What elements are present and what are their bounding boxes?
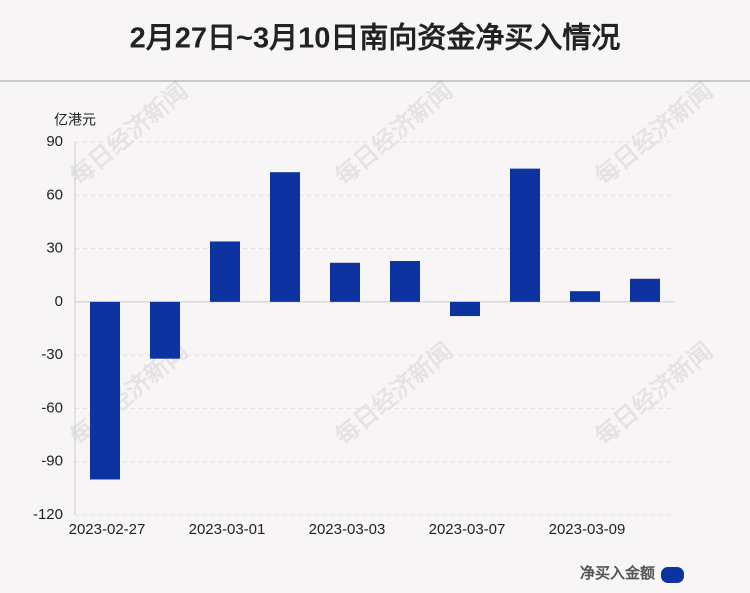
y-tick-label: -30 <box>41 346 63 363</box>
x-tick-label: 2023-03-01 <box>189 521 266 538</box>
x-tick-label: 2023-03-09 <box>549 521 626 538</box>
bar <box>150 301 180 359</box>
bar <box>210 241 240 302</box>
y-tick-label: 30 <box>46 240 63 257</box>
y-tick-label: -60 <box>41 399 63 416</box>
y-tick-label: -120 <box>33 506 63 523</box>
legend-label: 净买入金额 <box>580 564 655 582</box>
y-unit: 亿港元 <box>54 112 96 128</box>
y-tick-label: 60 <box>46 186 63 203</box>
bar <box>450 301 480 317</box>
bar <box>90 301 120 480</box>
bar <box>270 172 300 302</box>
y-tick-label: 90 <box>46 133 63 150</box>
bar <box>630 278 660 302</box>
bar <box>330 262 360 302</box>
y-tick-label: 0 <box>55 293 63 310</box>
x-tick-label: 2023-02-27 <box>69 521 146 538</box>
bar <box>570 291 600 302</box>
chart-title: 2月27日~3月10日南向资金净买入情况 <box>130 21 621 55</box>
bar <box>510 168 540 302</box>
x-tick-label: 2023-03-03 <box>309 521 386 538</box>
x-tick-label: 2023-03-07 <box>429 521 506 538</box>
y-tick-label: -90 <box>41 453 63 470</box>
bar <box>390 261 420 302</box>
legend-swatch <box>661 567 684 583</box>
